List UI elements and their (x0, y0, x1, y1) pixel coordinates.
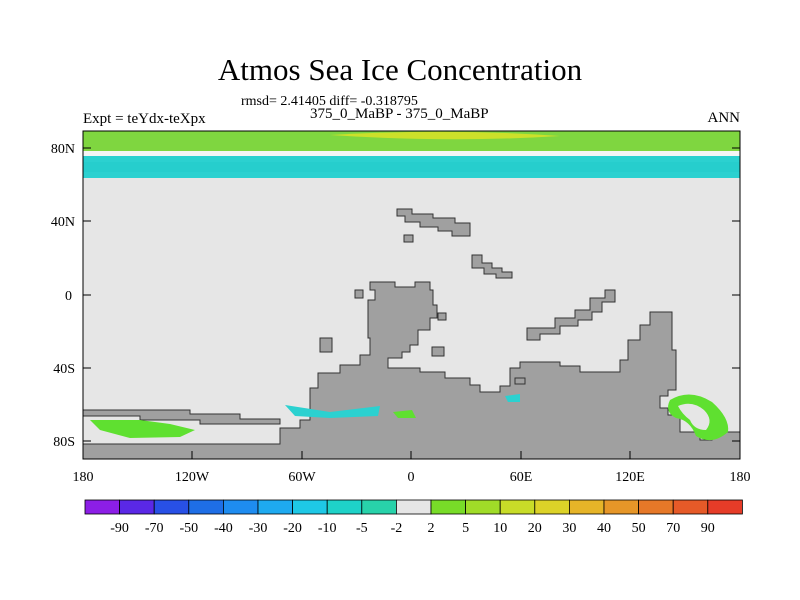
colorbar-swatch (707, 499, 743, 515)
colorbar-label: -50 (179, 521, 198, 536)
x-label-180w: 180 (73, 470, 94, 485)
colorbar-swatch (257, 499, 293, 515)
colorbar-label: -2 (391, 521, 403, 536)
colorbar-swatch (188, 499, 224, 515)
land-pangaea-main (82, 281, 741, 460)
colorbar-swatch (603, 499, 639, 515)
colorbar-swatch (222, 499, 259, 515)
land-block-small (403, 234, 414, 243)
ice-green-mid (393, 410, 416, 418)
colorbar-label: -30 (249, 521, 268, 536)
colorbar: -90 -70 -50 -40 -30 -20 -10 -5 -2 2 5 10 20 30 40 50 70 9… (84, 499, 743, 536)
colorbar-label: -70 (145, 521, 164, 536)
colorbar-swatch (672, 499, 709, 515)
colorbar-swatch (84, 499, 120, 515)
colorbar-swatch (638, 499, 674, 515)
y-label-0: 0 (65, 289, 72, 304)
run-subtitle: 375_0_MaBP - 375_0_MaBP (310, 106, 489, 122)
colorbar-swatch (395, 499, 432, 515)
ice-cyan-mid (285, 405, 380, 418)
x-label-60e: 60E (510, 470, 533, 485)
stats-line: rmsd= 2.41405 diff= -0.318795 (241, 94, 418, 109)
arctic-yellow-patch (330, 131, 560, 140)
colorbar-label: -20 (283, 521, 302, 536)
ice-white-east (678, 403, 710, 430)
colorbar-label: 30 (562, 521, 576, 536)
land-small-west (319, 337, 333, 353)
x-label-180e: 180 (730, 470, 751, 485)
landmasses (82, 208, 741, 460)
colorbar-swatch (465, 499, 501, 515)
land-island-2 (437, 312, 447, 321)
plot-title: Atmos Sea Ice Concentration (217, 52, 583, 87)
land-east-arc (526, 289, 616, 341)
colorbar-label: -40 (214, 521, 233, 536)
y-label-80n: 80N (51, 142, 75, 157)
colorbar-swatch (326, 499, 363, 515)
land-west-strip (82, 409, 281, 425)
land-islands (471, 254, 513, 279)
colorbar-swatch (534, 499, 570, 515)
ice-cyan-east (505, 394, 520, 402)
arctic-cyan-band-dark (83, 162, 740, 172)
x-label-120e: 120E (615, 470, 645, 485)
colorbar-label: 5 (462, 521, 469, 536)
land-eurasia-north (396, 208, 471, 237)
colorbar-label: 70 (666, 521, 680, 536)
y-label-80s: 80S (53, 435, 75, 450)
ice-green-west (90, 420, 195, 438)
colorbar-label: -5 (356, 521, 368, 536)
arctic-cyan-band (83, 156, 740, 178)
colorbar-swatch (119, 499, 155, 515)
colorbar-label: 10 (493, 521, 507, 536)
colorbar-swatch (361, 499, 397, 515)
land-island-1 (354, 289, 364, 299)
colorbar-label: 50 (632, 521, 646, 536)
y-label-40s: 40S (53, 362, 75, 377)
y-label-40n: 40N (51, 215, 75, 230)
x-label-60w: 60W (288, 470, 316, 485)
season-label: ANN (707, 110, 741, 126)
colorbar-label: -10 (318, 521, 337, 536)
colorbar-label: 90 (701, 521, 715, 536)
x-axis-labels: 180 120W 60W 0 60E 120E 180 (73, 470, 751, 485)
x-label-0: 0 (408, 470, 415, 485)
colorbar-swatch (569, 499, 605, 515)
colorbar-swatch (153, 499, 190, 515)
land-small-e1 (514, 377, 526, 385)
arctic-green-band (83, 131, 740, 151)
southern-ice (90, 394, 729, 441)
colorbar-label: -90 (110, 521, 129, 536)
x-label-120w: 120W (175, 470, 210, 485)
colorbar-label: 2 (428, 521, 435, 536)
colorbar-swatch (430, 499, 466, 515)
colorbar-swatch (292, 499, 328, 515)
map-panel (82, 130, 741, 460)
y-axis-labels: 80N 40N 0 40S 80S (51, 142, 75, 450)
colorbar-swatch (499, 499, 536, 515)
experiment-label: Expt = teYdx-teXpx (83, 111, 206, 127)
colorbar-label: 40 (597, 521, 611, 536)
land-small-mid (431, 346, 445, 357)
axis-ticks (82, 147, 741, 459)
colorbar-label: 20 (528, 521, 542, 536)
arctic-white-gap (83, 151, 740, 156)
